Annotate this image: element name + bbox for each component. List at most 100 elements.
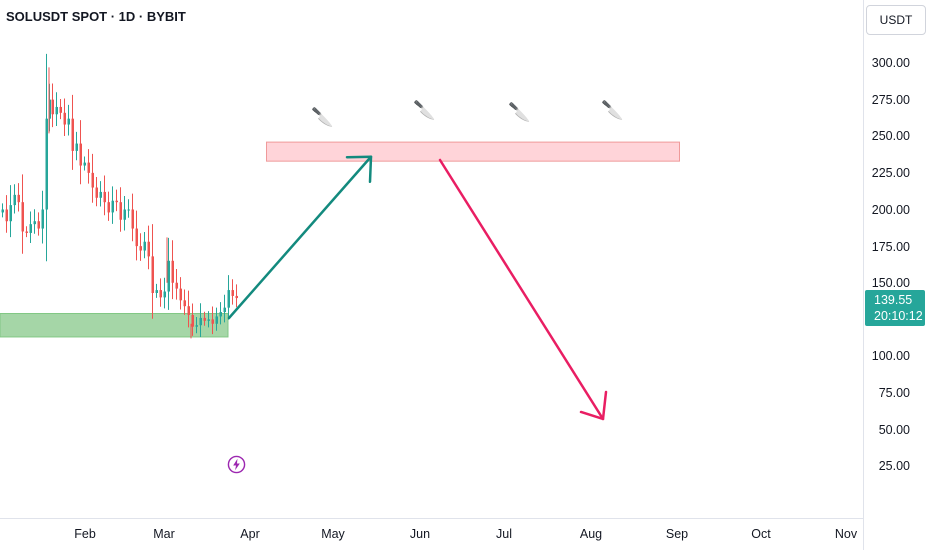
candle-body bbox=[25, 231, 28, 233]
candle-body bbox=[143, 241, 146, 251]
chart-title: SOLUSDT SPOT · 1D · BYBIT bbox=[6, 9, 186, 24]
candle-body bbox=[71, 118, 74, 151]
candle-body bbox=[1, 209, 4, 213]
price-tick-label: 300.00 bbox=[871, 56, 910, 70]
time-tick-label: Nov bbox=[834, 527, 858, 541]
price-axis[interactable]: 300.00 275.00 250.00 225.00 200.00 175.0… bbox=[864, 0, 932, 518]
candle-body bbox=[167, 260, 170, 292]
candle-body bbox=[5, 209, 8, 222]
time-tick-label: Mar bbox=[153, 527, 175, 541]
price-tick-label: 275.00 bbox=[871, 93, 910, 107]
candle-body bbox=[131, 209, 134, 229]
candle-body bbox=[83, 162, 86, 166]
candle-body bbox=[231, 290, 234, 296]
candle-body bbox=[195, 325, 198, 327]
candle-body bbox=[199, 317, 202, 326]
candle-body bbox=[45, 118, 48, 210]
price-tick-label: 50.00 bbox=[878, 423, 910, 437]
price-tick-label: 25.00 bbox=[878, 459, 910, 473]
candle-body bbox=[235, 295, 238, 299]
candle-body bbox=[107, 202, 110, 213]
candle-body bbox=[48, 99, 51, 119]
currency-selector[interactable]: USDT bbox=[866, 5, 926, 35]
candle-body bbox=[159, 290, 162, 298]
candle-body bbox=[9, 205, 12, 222]
candle-body bbox=[147, 241, 150, 257]
candle-body bbox=[67, 118, 70, 125]
bullish-arrow[interactable] bbox=[227, 155, 373, 320]
candle-body bbox=[33, 221, 36, 225]
candle-body bbox=[37, 221, 40, 229]
support-zone[interactable] bbox=[0, 313, 229, 338]
candle-body bbox=[227, 290, 230, 308]
candle-body bbox=[21, 202, 24, 232]
resistance-zone[interactable] bbox=[266, 141, 680, 162]
candle-body bbox=[99, 191, 102, 198]
candle-body bbox=[191, 314, 194, 327]
candle-body bbox=[103, 191, 106, 203]
knife-icon: 🔪 bbox=[413, 100, 436, 120]
candle-body bbox=[29, 224, 32, 233]
time-tick-label: Jun bbox=[409, 527, 431, 541]
candle-body bbox=[55, 106, 58, 115]
candle-body bbox=[183, 300, 186, 307]
time-tick-label: Oct bbox=[751, 527, 771, 541]
candle-body bbox=[163, 291, 166, 298]
price-tick-label: 150.00 bbox=[871, 276, 910, 290]
candle-body bbox=[175, 282, 178, 289]
price-tick-label: 175.00 bbox=[871, 240, 910, 254]
price-tick-label: 225.00 bbox=[871, 166, 910, 180]
candle-body bbox=[223, 307, 226, 313]
candle-body bbox=[215, 316, 218, 324]
bar-countdown: 20:10:12 bbox=[874, 309, 923, 323]
last-price: 139.55 bbox=[874, 293, 913, 307]
candle-body bbox=[41, 209, 44, 229]
candle-body bbox=[179, 288, 182, 301]
candle-body bbox=[171, 260, 174, 283]
candle-body bbox=[119, 202, 122, 220]
candle-body bbox=[207, 319, 210, 321]
knife-icon: 🔪 bbox=[311, 107, 334, 127]
candle-body bbox=[13, 194, 16, 206]
candle-body bbox=[155, 290, 158, 294]
candle-body bbox=[91, 172, 94, 188]
candle-body bbox=[135, 228, 138, 247]
candle-body bbox=[211, 319, 214, 324]
knife-icon: 🔪 bbox=[601, 100, 624, 120]
time-tick-label: Feb bbox=[74, 527, 96, 541]
knife-icon: 🔪 bbox=[508, 102, 531, 122]
time-tick-label: May bbox=[321, 527, 345, 541]
candle-body bbox=[111, 200, 114, 213]
candle-body bbox=[63, 112, 66, 125]
price-tick-label: 75.00 bbox=[878, 386, 910, 400]
time-tick-label: Apr bbox=[240, 527, 260, 541]
price-tick-label: 250.00 bbox=[871, 129, 910, 143]
candle-body bbox=[123, 209, 126, 220]
candle-body bbox=[87, 162, 90, 173]
candle-body bbox=[95, 187, 98, 198]
candle-body bbox=[219, 312, 222, 317]
candle-body bbox=[17, 194, 20, 203]
price-tick-label: 100.00 bbox=[871, 349, 910, 363]
candle-body bbox=[79, 143, 82, 166]
last-price-badge: 139.55 20:10:12 bbox=[865, 290, 925, 326]
bullish-arrowhead bbox=[345, 155, 373, 184]
candle-body bbox=[59, 106, 62, 113]
candle-body bbox=[51, 99, 54, 115]
bearish-arrowhead bbox=[579, 390, 608, 421]
bearish-arrow[interactable] bbox=[438, 158, 605, 421]
candle-body bbox=[151, 256, 154, 294]
time-tick-label: Jul bbox=[496, 527, 512, 541]
time-tick-label: Sep bbox=[665, 527, 689, 541]
lightning-icon[interactable] bbox=[227, 455, 246, 474]
price-tick-label: 200.00 bbox=[871, 203, 910, 217]
candle-body bbox=[115, 200, 118, 203]
candle-body bbox=[187, 306, 190, 315]
time-axis[interactable]: Feb Mar Apr May Jun Jul Aug Sep Oct Nov bbox=[0, 518, 864, 550]
time-tick-label: Aug bbox=[579, 527, 603, 541]
candle-body bbox=[139, 246, 142, 251]
candle-body bbox=[127, 209, 130, 211]
candle-body bbox=[75, 143, 78, 151]
candle-body bbox=[203, 317, 206, 321]
